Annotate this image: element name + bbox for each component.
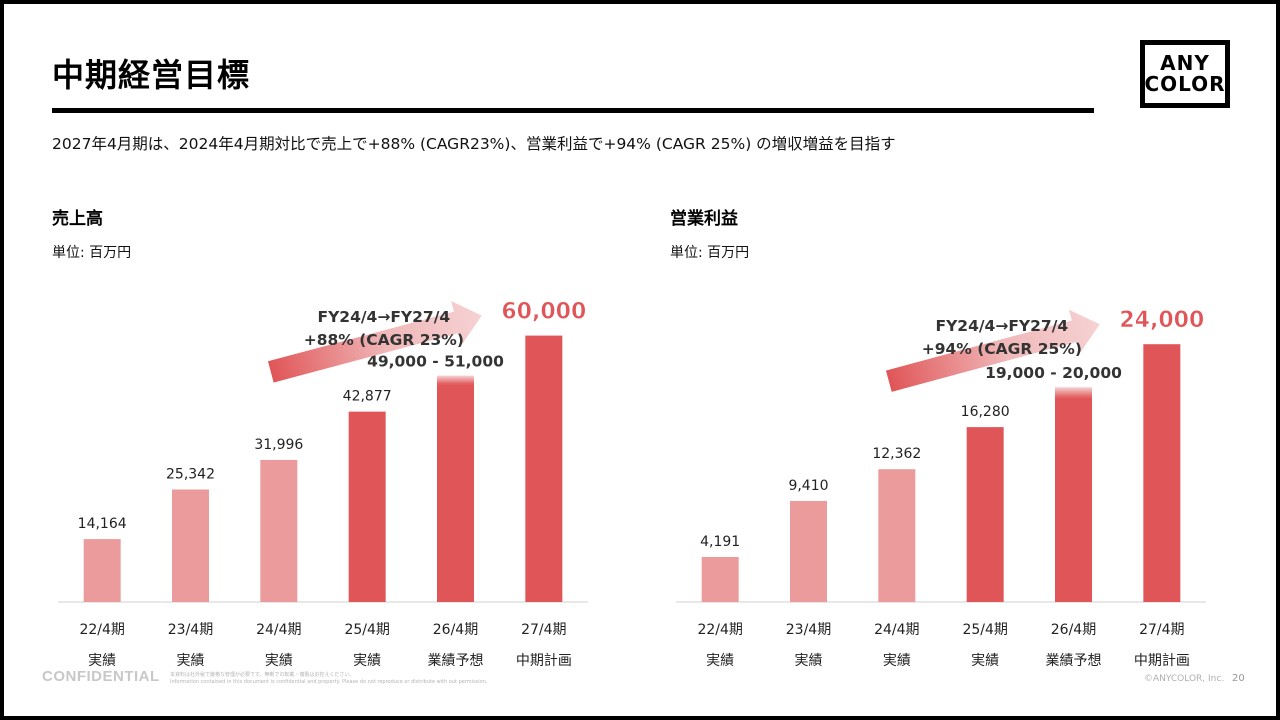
growth-arrow — [885, 309, 1100, 392]
x-tick-label: 27/4期 — [1139, 622, 1184, 638]
x-tick-label: 25/4期 — [962, 622, 1007, 638]
data-label-highlight: 24,000 — [1119, 308, 1204, 333]
bar — [83, 539, 121, 602]
x-tick-label: 24/4期 — [256, 622, 301, 638]
data-label: 31,996 — [254, 437, 303, 453]
x-tick-sublabel: 実績 — [883, 653, 911, 669]
confidential-label: CONFIDENTIAL — [42, 668, 160, 685]
data-label: 9,410 — [788, 478, 828, 494]
bar — [260, 459, 298, 602]
logo-line-2: COLOR — [1144, 72, 1226, 96]
slide: 中期経営目標 ANY COLOR 2027年4月期は、2024年4月期対比で売上… — [4, 4, 1276, 716]
chart-title: 売上高 — [52, 209, 103, 229]
revenue-chart: 売上高 単位: 百万円 14,164 22/4期実績 25,342 23/4期実績 31… — [50, 194, 610, 684]
logo-line-1: ANY — [1160, 51, 1210, 75]
chart-unit: 単位: 百万円 — [52, 245, 132, 261]
x-tick-sublabel: 実績 — [795, 653, 823, 669]
bar — [878, 469, 916, 602]
growth-arrow-label: +94% (CAGR 25%) — [922, 340, 1082, 358]
x-tick-sublabel: 実績 — [706, 653, 734, 669]
x-tick-sublabel: 業績予想 — [1046, 653, 1102, 669]
page-number: 20 — [1232, 673, 1245, 684]
x-tick-sublabel: 実績 — [353, 653, 381, 669]
data-label: 42,877 — [343, 389, 392, 405]
data-label: 4,191 — [700, 534, 740, 550]
x-tick-label: 26/4期 — [433, 622, 478, 638]
growth-arrow-label: FY24/4→FY27/4 — [936, 317, 1069, 335]
anycolor-logo: ANY COLOR — [1140, 40, 1230, 108]
data-label: 14,164 — [78, 516, 127, 532]
fine-print: 本資料は社外秘で厳格な管理が必要です。無断での転載・複製はお控えください。 — [170, 672, 355, 678]
bar — [966, 427, 1004, 602]
bar-range — [1055, 387, 1092, 398]
x-tick-sublabel: 実績 — [265, 653, 293, 669]
x-tick-label: 26/4期 — [1051, 622, 1096, 638]
growth-arrow-label: FY24/4→FY27/4 — [318, 308, 451, 326]
x-tick-label: 25/4期 — [344, 622, 389, 638]
x-tick-sublabel: 中期計画 — [1134, 653, 1190, 669]
x-tick-label: 22/4期 — [79, 622, 124, 638]
fine-print: Information contained in this document i… — [170, 679, 488, 685]
chart-unit: 単位: 百万円 — [670, 245, 750, 261]
copyright: ©ANYCOLOR, Inc. — [1144, 674, 1225, 684]
x-tick-label: 23/4期 — [786, 622, 831, 638]
growth-arrow-label: +88% (CAGR 23%) — [304, 331, 464, 349]
title-divider — [52, 108, 1094, 113]
data-label: 16,280 — [961, 404, 1010, 420]
x-tick-sublabel: 実績 — [971, 653, 999, 669]
x-tick-label: 24/4期 — [874, 622, 919, 638]
data-label: 12,362 — [872, 446, 921, 462]
bar — [701, 556, 739, 602]
x-tick-sublabel: 実績 — [177, 653, 205, 669]
x-tick-label: 27/4期 — [521, 622, 566, 638]
bar — [437, 384, 474, 602]
x-tick-label: 23/4期 — [168, 622, 213, 638]
bar-range — [437, 375, 474, 385]
page-title: 中期経営目標 — [52, 56, 251, 94]
bar — [525, 335, 563, 602]
x-tick-sublabel: 中期計画 — [516, 653, 572, 669]
x-tick-label: 22/4期 — [697, 622, 742, 638]
bar — [348, 411, 386, 602]
bar — [790, 500, 827, 602]
bar — [172, 489, 209, 602]
bar — [1055, 397, 1092, 602]
growth-arrow-shape — [267, 301, 482, 383]
data-label-highlight: 60,000 — [501, 300, 586, 325]
page-subtitle: 2027年4月期は、2024年4月期対比で売上で+88% (CAGR23%)、営… — [52, 135, 896, 153]
data-label: 19,000 - 20,000 — [985, 364, 1122, 382]
growth-arrow-shape — [885, 309, 1100, 392]
growth-arrow — [267, 301, 482, 383]
chart-title: 営業利益 — [670, 209, 738, 229]
operating-profit-chart: 営業利益 単位: 百万円 4,191 22/4期実績 9,410 23/4期実績 12,… — [668, 194, 1228, 684]
bar — [1143, 344, 1181, 602]
x-tick-sublabel: 業績予想 — [428, 653, 484, 669]
data-label: 49,000 - 51,000 — [367, 353, 504, 371]
x-tick-sublabel: 実績 — [88, 653, 116, 669]
data-label: 25,342 — [166, 466, 215, 482]
